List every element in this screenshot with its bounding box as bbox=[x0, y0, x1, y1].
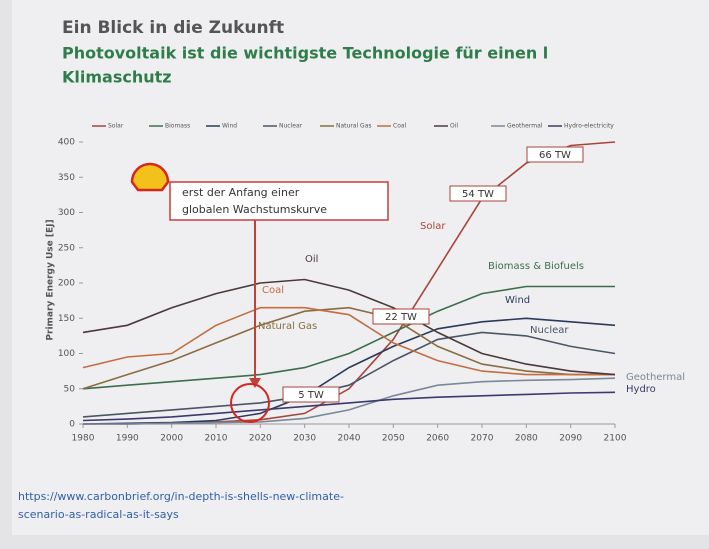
tw-box bbox=[526, 146, 584, 163]
legend-label: Natural Gas bbox=[336, 123, 372, 130]
y-tick-label: 350 bbox=[58, 173, 75, 183]
x-tick-label: 2070 bbox=[471, 434, 494, 444]
subtitle: Klimaschutz bbox=[62, 68, 172, 87]
y-tick-label: 0 bbox=[69, 420, 75, 430]
tw-label: 5 TW bbox=[298, 390, 324, 401]
tw-label: 54 TW bbox=[462, 189, 494, 200]
series-line bbox=[82, 285, 615, 390]
x-tick-label: 2090 bbox=[559, 434, 582, 444]
callout-text: erst der Anfang einer bbox=[182, 186, 300, 199]
x-tick-label: 2050 bbox=[382, 434, 405, 444]
legend-label: Wind bbox=[222, 123, 237, 130]
x-tick-label: 2100 bbox=[604, 434, 627, 444]
x-tick-label: 2020 bbox=[249, 434, 272, 444]
callout-arrowhead bbox=[249, 378, 261, 388]
y-tick-label: 250 bbox=[58, 243, 75, 253]
series-annotation: Oil bbox=[305, 254, 318, 265]
series-annotation: Natural Gas bbox=[258, 321, 317, 332]
series-line bbox=[82, 306, 615, 390]
x-tick-label: 2010 bbox=[205, 434, 228, 444]
legend-label: Biomass bbox=[165, 123, 190, 130]
legend-label: Coal bbox=[393, 123, 407, 130]
y-tick-label: 150 bbox=[58, 314, 75, 324]
tw-label: 22 TW bbox=[385, 312, 417, 323]
tw-box bbox=[449, 185, 507, 202]
highlight-circle bbox=[230, 383, 270, 423]
x-tick-label: 2030 bbox=[293, 434, 316, 444]
tw-label: 66 TW bbox=[539, 150, 571, 161]
title: Ein Blick in die Zukunft bbox=[62, 18, 284, 38]
x-tick-label: 2060 bbox=[426, 434, 449, 444]
y-axis-label: Primary Energy Use [EJ] bbox=[46, 219, 56, 340]
series-annotation: Hydro bbox=[626, 384, 656, 395]
x-tick-label: 2080 bbox=[515, 434, 538, 444]
series-line bbox=[82, 306, 615, 376]
x-tick-label: 2040 bbox=[338, 434, 361, 444]
series-annotation: Coal bbox=[262, 285, 284, 296]
x-tick-label: 1990 bbox=[116, 434, 139, 444]
tw-box bbox=[282, 386, 340, 403]
y-tick-label: 100 bbox=[58, 349, 75, 359]
series-line bbox=[82, 391, 616, 422]
series-annotation: Wind bbox=[505, 295, 530, 306]
plot: 0 50 100 150 200 250 300 350 400 1980 1990 2000 2010… bbox=[58, 123, 627, 444]
legend-label: Solar bbox=[108, 123, 124, 130]
y-tick-label: 400 bbox=[58, 138, 75, 148]
series-line bbox=[82, 331, 616, 418]
x-tick-label: 2000 bbox=[160, 434, 183, 444]
series-annotation: Geothermal bbox=[626, 372, 685, 383]
legend-label: Hydro-electricity bbox=[564, 123, 614, 130]
series-annotation: Solar bbox=[420, 221, 446, 232]
callout-box bbox=[169, 181, 389, 221]
legend-label: Oil bbox=[450, 123, 458, 130]
legend-label: Nuclear bbox=[279, 123, 303, 130]
y-tick-label: 300 bbox=[58, 208, 75, 218]
x-tick-label: 1980 bbox=[72, 434, 95, 444]
callout-text: globalen Wachstumskurve bbox=[182, 203, 327, 216]
source-link[interactable]: https://www.carbonbrief.org/in-depth-is-… bbox=[18, 490, 344, 503]
y-tick-label: 200 bbox=[58, 279, 75, 289]
series-annotation: Biomass & Biofuels bbox=[488, 261, 584, 272]
series-line bbox=[82, 278, 616, 376]
series-annotation: Nuclear bbox=[530, 325, 569, 336]
tw-box bbox=[372, 308, 430, 325]
series-line bbox=[83, 377, 616, 425]
slide-background bbox=[12, 0, 709, 535]
y-tick-label: 50 bbox=[64, 384, 76, 394]
shell-logo bbox=[130, 162, 170, 192]
legend-label: Geothermal bbox=[507, 123, 543, 130]
source-link[interactable]: scenario-as-radical-as-it-says bbox=[18, 508, 179, 521]
subtitle: Photovoltaik ist die wichtigste Technolo… bbox=[62, 44, 548, 63]
